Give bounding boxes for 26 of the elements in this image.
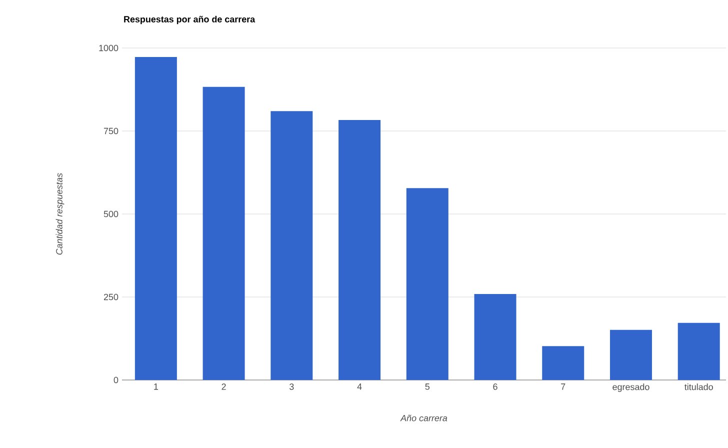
x-tick-label: 2 (222, 384, 226, 390)
bar (678, 322, 720, 380)
x-tick-label: titulado (684, 384, 713, 390)
x-tick-label: egresado (612, 384, 650, 392)
x-tick-label: 3 (290, 384, 294, 390)
x-tick-label: 5 (425, 384, 430, 390)
y-tick-label: 1000 (99, 44, 118, 52)
x-tick-label: 4 (357, 384, 362, 390)
y-tick-label: 750 (104, 128, 118, 134)
y-tick-label: 250 (104, 294, 118, 300)
chart-title: Respuestas por año de carrera (124, 16, 256, 24)
bar (134, 56, 177, 380)
x-tick-label: 6 (493, 384, 498, 390)
y-tick-label: 500 (104, 210, 118, 218)
y-axis-title: Cantidad respuestas (56, 173, 64, 255)
x-tick-label: 7 (561, 384, 566, 390)
x-axis-title: Año carrera (400, 414, 448, 422)
bar (406, 188, 448, 380)
bar (542, 346, 584, 380)
bar (202, 86, 245, 380)
y-tick-label: 0 (114, 376, 118, 384)
bar (610, 330, 652, 380)
bar (270, 111, 313, 380)
bar (338, 120, 381, 380)
bar (474, 294, 516, 380)
x-tick-label: 1 (154, 384, 158, 390)
